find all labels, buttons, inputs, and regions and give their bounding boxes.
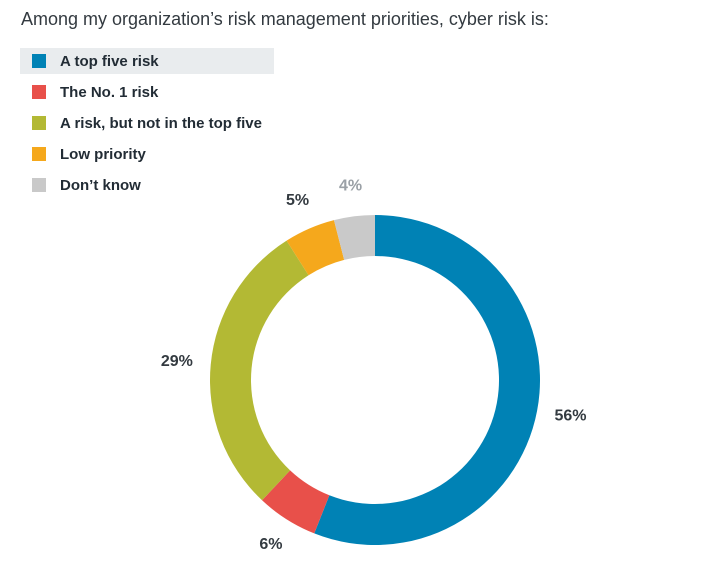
legend-swatch-dont-know (32, 178, 46, 192)
chart-title: Among my organization’s risk management … (21, 9, 549, 29)
legend-label-no-1-risk: The No. 1 risk (60, 83, 159, 101)
legend-swatch-no-1-risk (32, 85, 46, 99)
value-label-low-priority: 5% (286, 192, 309, 209)
legend: A top five risk The No. 1 risk A risk, b… (20, 48, 274, 203)
legend-item-dont-know[interactable]: Don’t know (20, 172, 274, 198)
legend-item-low-priority[interactable]: Low priority (20, 141, 274, 167)
donut-slice-dont-know (333, 215, 375, 260)
legend-item-risk-not-top-five[interactable]: A risk, but not in the top five (20, 110, 274, 136)
donut-slice-no-1-risk (262, 470, 330, 534)
value-label-no-1-risk: 6% (259, 536, 282, 553)
legend-item-no-1-risk[interactable]: The No. 1 risk (20, 79, 274, 105)
legend-swatch-top-five-risk (32, 54, 46, 68)
value-label-dont-know: 4% (339, 178, 362, 195)
donut-slice-top-five-risk (314, 215, 540, 545)
donut-slice-low-priority (286, 220, 345, 276)
legend-swatch-risk-not-top-five (32, 116, 46, 130)
donut-value-labels: 56% 6% 29% 5% 4% (161, 178, 587, 553)
legend-label-low-priority: Low priority (60, 145, 146, 163)
value-label-top-five-risk: 56% (555, 408, 587, 425)
legend-label-dont-know: Don’t know (60, 176, 141, 194)
legend-label-top-five-risk: A top five risk (60, 52, 159, 70)
value-label-risk-not-top-five: 29% (161, 353, 193, 370)
legend-label-risk-not-top-five: A risk, but not in the top five (60, 114, 262, 132)
donut-slice-risk-not-top-five (209, 240, 309, 501)
legend-item-top-five-risk[interactable]: A top five risk (20, 48, 274, 74)
donut-slices (209, 215, 540, 545)
legend-swatch-low-priority (32, 147, 46, 161)
